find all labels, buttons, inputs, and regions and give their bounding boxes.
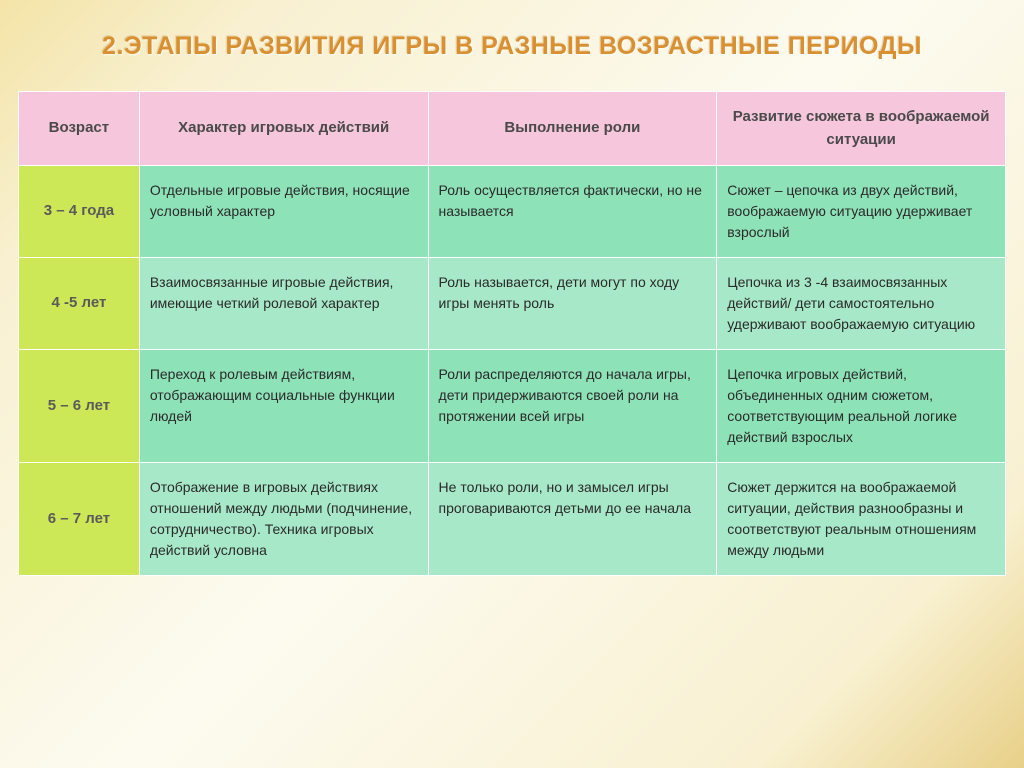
age-cell: 6 – 7 лет [19,463,140,576]
header-actions: Характер игровых действий [139,92,428,166]
role-cell: Роли распределяются до начала игры, дети… [428,350,717,463]
actions-cell: Взаимосвязанные игровые действия, имеющи… [139,258,428,350]
table-header-row: Возраст Характер игровых действий Выполн… [19,92,1006,166]
age-cell: 5 – 6 лет [19,350,140,463]
table-row: 5 – 6 летПереход к ролевым действиям, от… [19,350,1006,463]
actions-cell: Отдельные игровые действия, носящие усло… [139,166,428,258]
age-cell: 3 – 4 года [19,166,140,258]
role-cell: Роль называется, дети могут по ходу игры… [428,258,717,350]
plot-cell: Цепочка из 3 -4 взаимосвязанных действий… [717,258,1006,350]
actions-cell: Переход к ролевым действиям, отображающи… [139,350,428,463]
role-cell: Не только роли, но и замысел игры прогов… [428,463,717,576]
header-plot: Развитие сюжета в воображаемой ситуации [717,92,1006,166]
stages-table: Возраст Характер игровых действий Выполн… [18,91,1006,576]
page-title: 2.Этапы развития игры в разные возрастны… [18,32,1006,61]
table-row: 3 – 4 годаОтдельные игровые действия, но… [19,166,1006,258]
plot-cell: Цепочка игровых действий, объединенных о… [717,350,1006,463]
plot-cell: Сюжет держится на воображаемой ситуации,… [717,463,1006,576]
age-cell: 4 -5 лет [19,258,140,350]
role-cell: Роль осуществляется фактически, но не на… [428,166,717,258]
header-role: Выполнение роли [428,92,717,166]
table-row: 4 -5 летВзаимосвязанные игровые действия… [19,258,1006,350]
header-age: Возраст [19,92,140,166]
plot-cell: Сюжет – цепочка из двух действий, вообра… [717,166,1006,258]
table-body: 3 – 4 годаОтдельные игровые действия, но… [19,166,1006,576]
actions-cell: Отображение в игровых действиях отношени… [139,463,428,576]
table-row: 6 – 7 летОтображение в игровых действиях… [19,463,1006,576]
